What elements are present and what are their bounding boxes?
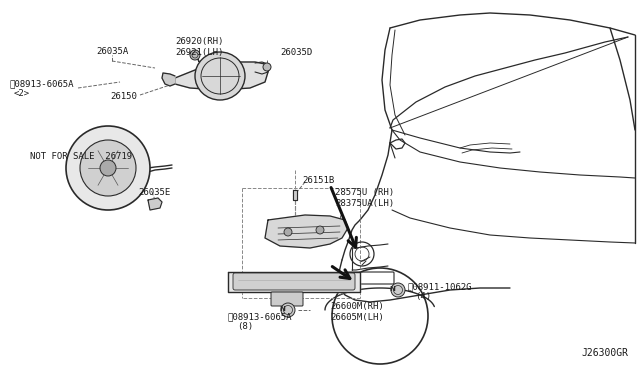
Text: 26600M(RH)
26605M(LH): 26600M(RH) 26605M(LH) [330, 302, 384, 322]
Text: (4): (4) [415, 292, 431, 301]
Circle shape [190, 50, 200, 60]
Text: NOT FOR SALE  26719: NOT FOR SALE 26719 [30, 151, 132, 160]
Polygon shape [175, 62, 268, 90]
Text: 28575U (RH)
28375UA(LH): 28575U (RH) 28375UA(LH) [335, 188, 394, 208]
Circle shape [263, 63, 271, 71]
Circle shape [284, 228, 292, 236]
FancyBboxPatch shape [233, 273, 355, 290]
Ellipse shape [195, 52, 245, 100]
Text: N: N [389, 286, 395, 292]
Text: 26920(RH)
26921(LH): 26920(RH) 26921(LH) [176, 37, 224, 57]
Text: (8): (8) [237, 323, 253, 331]
Text: ⓝ08913-6065A: ⓝ08913-6065A [228, 312, 292, 321]
FancyBboxPatch shape [271, 292, 303, 306]
Circle shape [391, 283, 405, 297]
Polygon shape [228, 272, 360, 292]
Text: 26151B: 26151B [302, 176, 334, 185]
Circle shape [66, 126, 150, 210]
Circle shape [100, 160, 116, 176]
Text: ⓝ08913-6065A: ⓝ08913-6065A [10, 80, 74, 89]
Polygon shape [148, 198, 162, 210]
Text: 26035D: 26035D [280, 48, 312, 57]
Polygon shape [293, 190, 297, 200]
Polygon shape [162, 73, 175, 86]
Text: 26035E: 26035E [138, 187, 170, 196]
Circle shape [281, 303, 295, 317]
Text: ⓝ08911-1062G: ⓝ08911-1062G [408, 282, 472, 292]
Text: J26300GR: J26300GR [581, 348, 628, 358]
Text: N: N [279, 306, 285, 312]
Polygon shape [265, 215, 348, 248]
Circle shape [80, 140, 136, 196]
Text: 26035A: 26035A [96, 47, 128, 56]
Circle shape [316, 226, 324, 234]
Text: <2>: <2> [14, 89, 30, 97]
Text: 26150: 26150 [110, 92, 137, 100]
